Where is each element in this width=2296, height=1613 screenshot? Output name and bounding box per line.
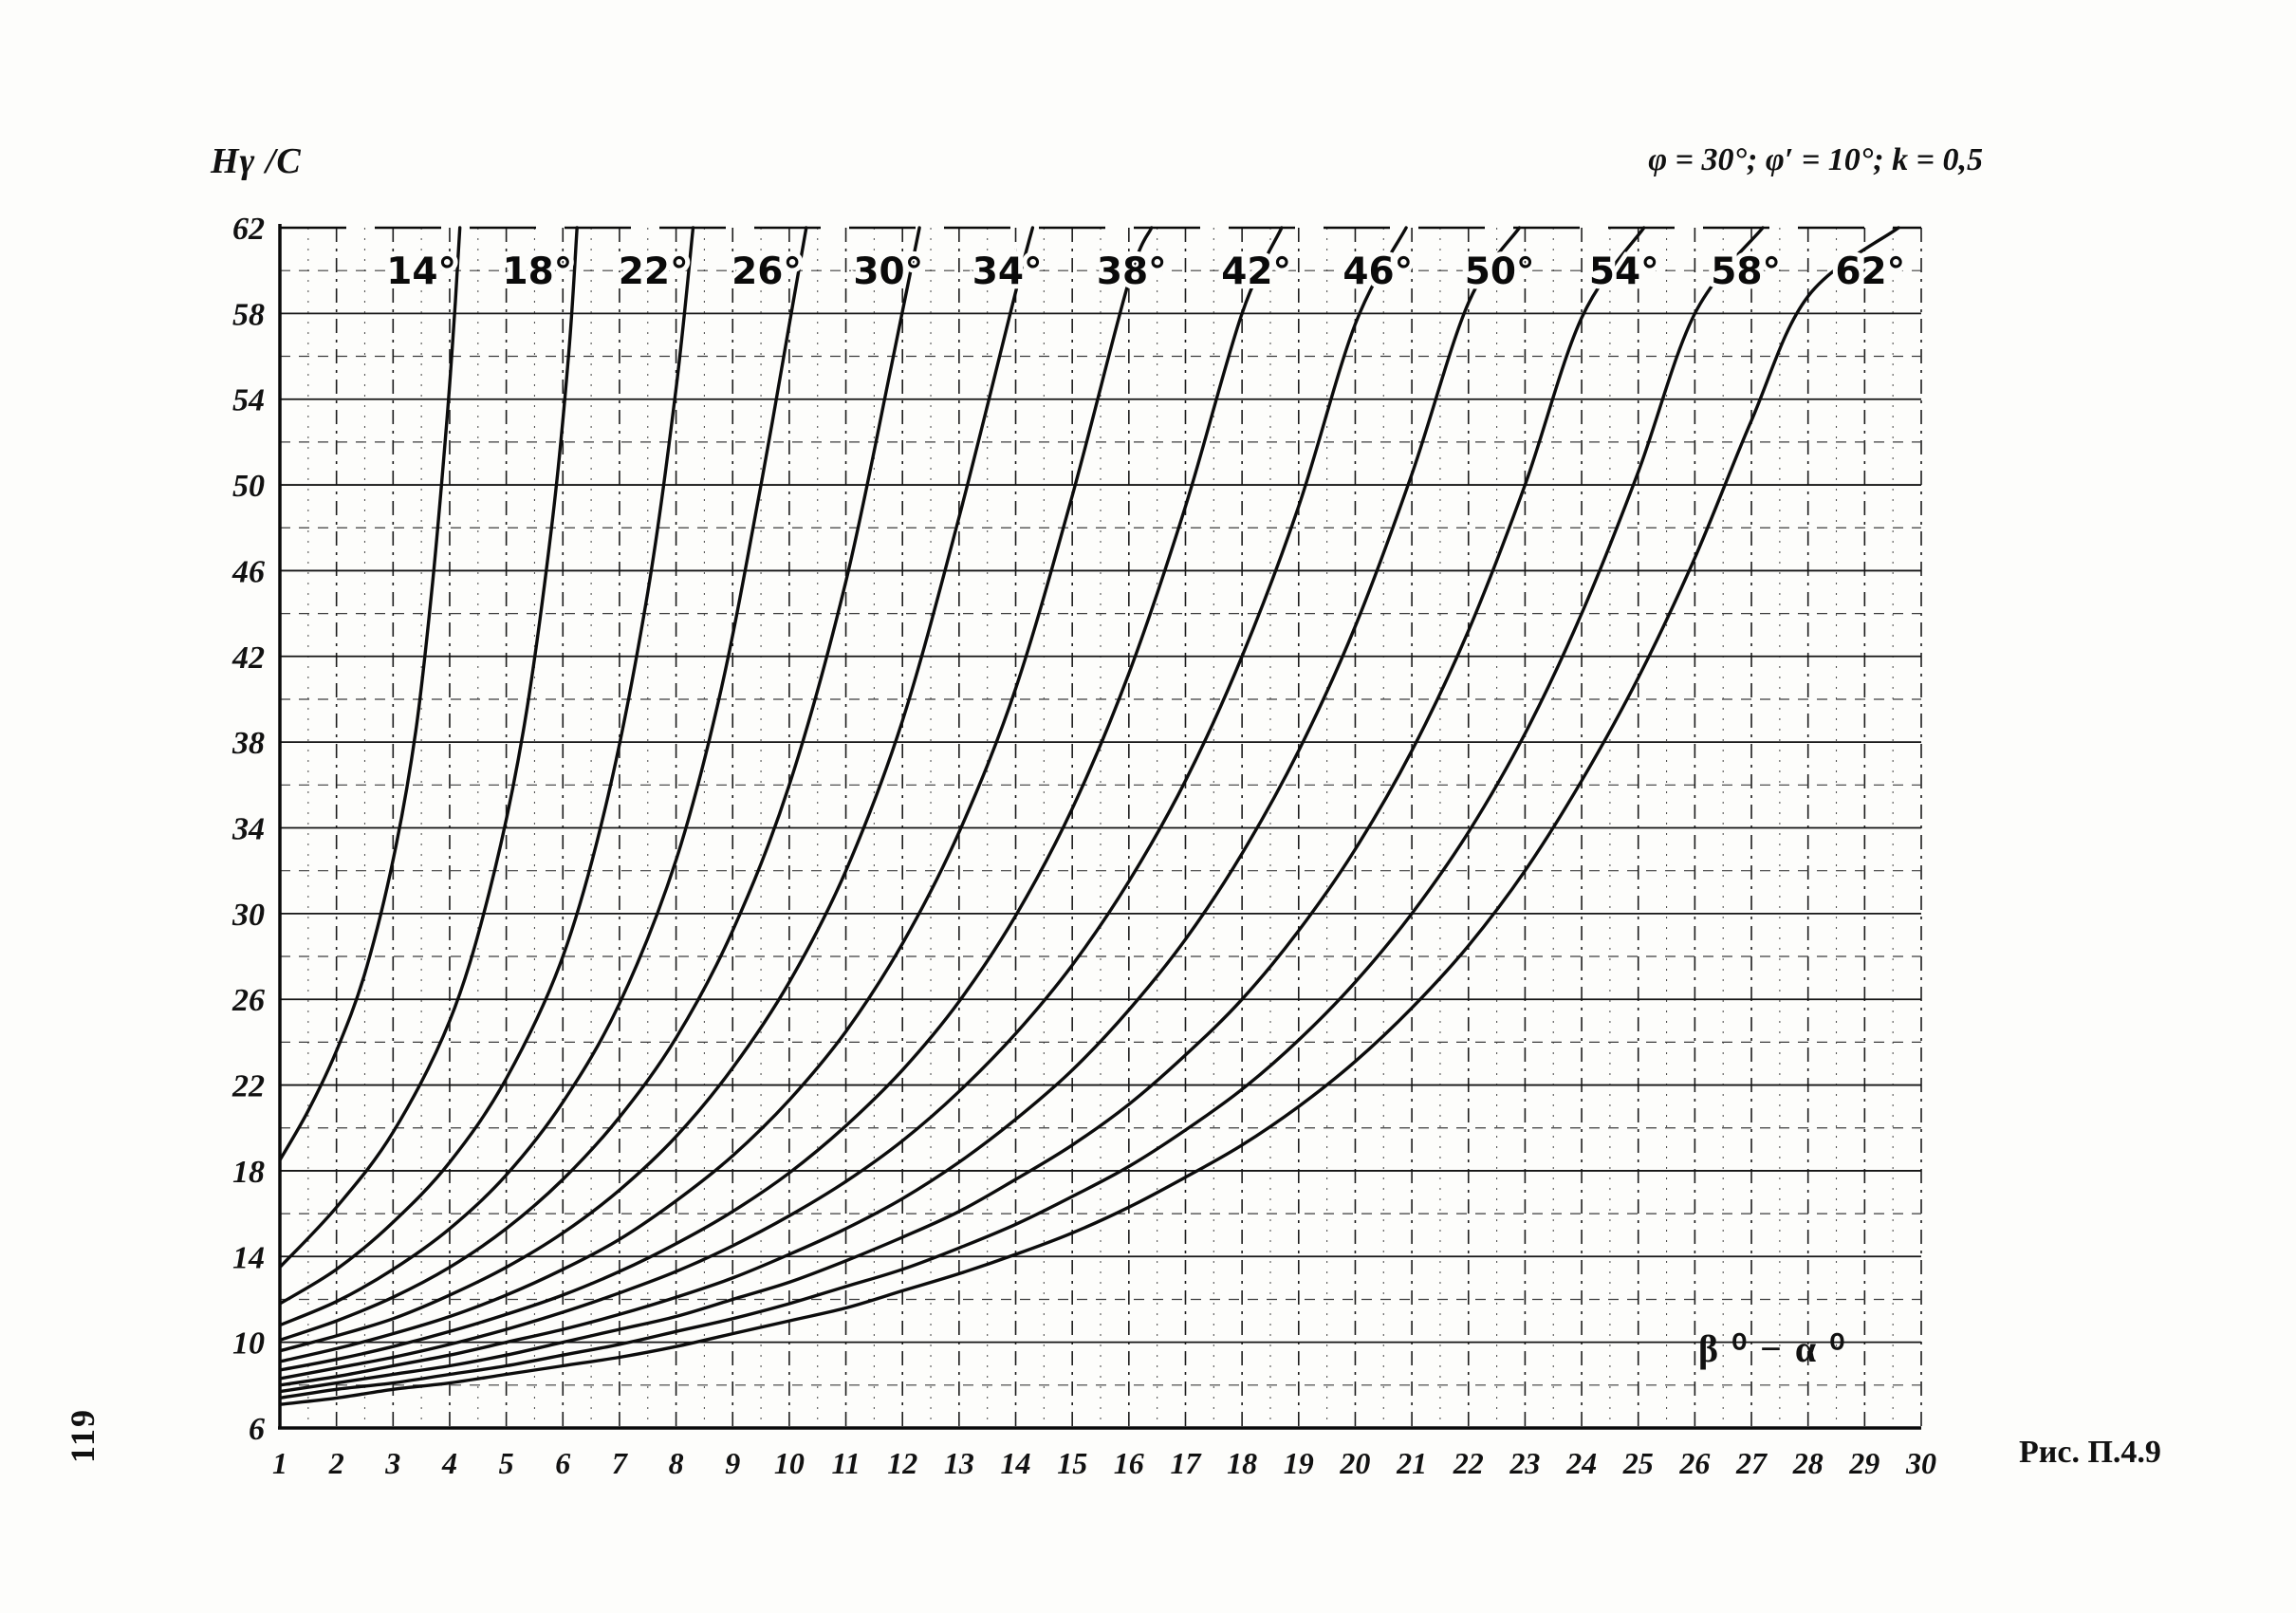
x-tick-label: 3 — [384, 1446, 400, 1480]
x-tick-label: 12 — [887, 1446, 917, 1480]
x-tick-label: 25 — [1622, 1446, 1654, 1480]
x-tick-label: 19 — [1284, 1446, 1314, 1480]
x-tick-label: 14 — [1001, 1446, 1031, 1480]
x-tick-label: 5 — [499, 1446, 514, 1480]
page-number: 119 — [64, 1407, 102, 1464]
x-tick-label: 20 — [1339, 1446, 1370, 1480]
x-tick-label: 10 — [774, 1446, 805, 1480]
curve-54° — [280, 226, 1646, 1394]
x-tick-label: 7 — [612, 1446, 629, 1480]
curve-30° — [280, 226, 921, 1343]
curve-label-42°: 42° — [1221, 250, 1291, 293]
x-tick-label: 27 — [1735, 1446, 1768, 1480]
y-tick-label: 34 — [231, 812, 265, 847]
x-tick-label: 29 — [1848, 1446, 1879, 1480]
x-tick-label: 24 — [1565, 1446, 1597, 1480]
curve-label-34°: 34° — [972, 250, 1043, 293]
y-tick-label: 46 — [231, 554, 265, 589]
curve-label-58°: 58° — [1711, 250, 1781, 293]
y-tick-label: 62 — [232, 212, 265, 247]
x-tick-label: 4 — [441, 1446, 457, 1480]
x-tick-label: 22 — [1453, 1446, 1484, 1480]
y-tick-label: 6 — [249, 1412, 265, 1447]
x-tick-label: 21 — [1396, 1446, 1427, 1480]
chart-parameters-annotation: φ = 30°; φ′ = 10°; k = 0,5 — [1648, 142, 1983, 177]
y-tick-label: 38 — [231, 726, 265, 761]
curve-42° — [280, 226, 1284, 1372]
x-tick-label: 18 — [1227, 1446, 1257, 1480]
x-tick-label: 11 — [831, 1446, 860, 1480]
x-tick-label: 1 — [272, 1446, 287, 1480]
curve-46° — [280, 226, 1408, 1381]
curve-label-18°: 18° — [503, 250, 573, 293]
y-tick-label: 58 — [232, 297, 265, 332]
y-tick-label: 26 — [231, 983, 265, 1018]
y-tick-label: 42 — [231, 640, 265, 676]
curve-22° — [280, 226, 695, 1306]
curve-label-50°: 50° — [1465, 250, 1535, 293]
x-tick-label: 16 — [1114, 1446, 1144, 1480]
x-tick-label: 23 — [1509, 1446, 1540, 1480]
x-tick-label: 8 — [669, 1446, 684, 1480]
y-tick-label: 10 — [232, 1326, 265, 1362]
curves-group — [280, 226, 1900, 1406]
y-tick-label: 50 — [232, 469, 265, 504]
curve-label-22°: 22° — [619, 250, 689, 293]
curve-label-14°: 14° — [386, 250, 456, 293]
curve-50° — [280, 226, 1522, 1387]
y-tick-label: 22 — [231, 1069, 265, 1104]
curve-34° — [280, 226, 1035, 1353]
x-axis-title: β ⁰ − α ⁰ — [1698, 1327, 1847, 1370]
x-tick-label: 6 — [555, 1446, 570, 1480]
curve-18° — [280, 226, 579, 1270]
curve-label-30°: 30° — [853, 250, 923, 293]
x-tick-label: 17 — [1171, 1446, 1203, 1480]
curve-label-38°: 38° — [1097, 250, 1167, 293]
curve-58° — [280, 226, 1765, 1400]
y-tick-label: 14 — [232, 1240, 265, 1275]
curve-14° — [280, 226, 462, 1162]
y-tick-label: 54 — [232, 383, 265, 418]
curve-label-26°: 26° — [731, 250, 802, 293]
y-tick-label: 30 — [231, 898, 265, 933]
curve-label-46°: 46° — [1342, 250, 1413, 293]
x-tick-label: 9 — [725, 1446, 740, 1480]
y-axis-title: Hγ /C — [211, 141, 302, 181]
x-tick-label: 28 — [1792, 1446, 1824, 1480]
x-tick-label: 2 — [328, 1446, 344, 1480]
figure-caption: Рис. П.4.9 — [2019, 1435, 2161, 1470]
curve-label-54°: 54° — [1589, 250, 1659, 293]
curve-38° — [280, 226, 1154, 1363]
x-tick-label: 15 — [1057, 1446, 1087, 1480]
curve-26° — [280, 226, 808, 1327]
x-tick-label: 30 — [1905, 1446, 1936, 1480]
x-tick-label: 26 — [1678, 1446, 1710, 1480]
curve-label-62°: 62° — [1835, 250, 1905, 293]
x-tick-label: 13 — [944, 1446, 974, 1480]
curve-62° — [280, 226, 1900, 1406]
y-tick-label: 18 — [232, 1155, 265, 1190]
